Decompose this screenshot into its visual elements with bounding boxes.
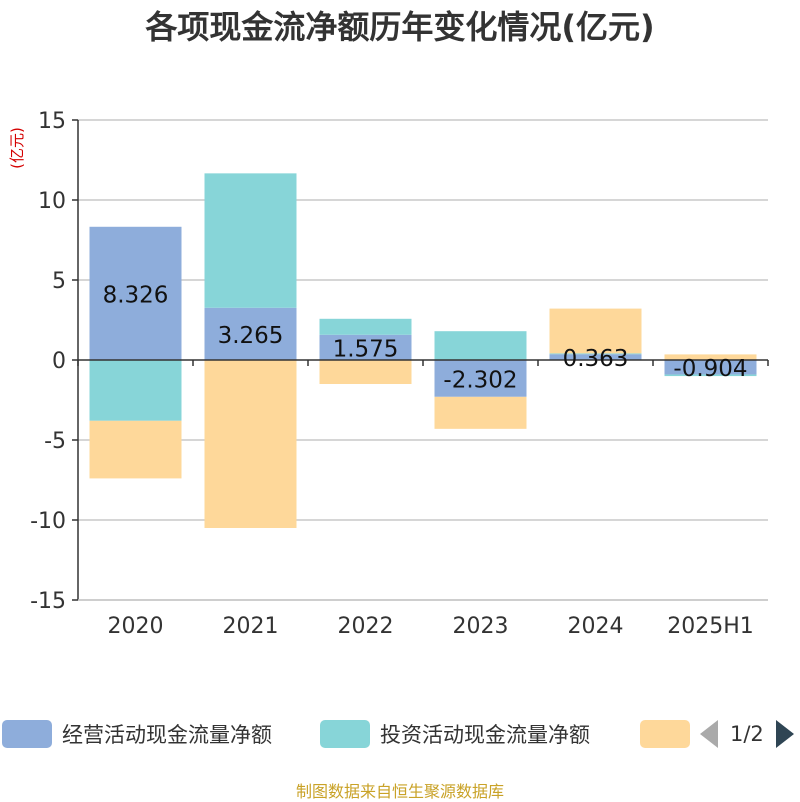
bar-series2-2021[interactable] [204,360,297,528]
data-label-2023: -2.302 [443,367,517,393]
data-labels: 8.326 3.265 1.575 -2.302 0.363 -0.904 [103,282,748,393]
x-tick-label: 2023 [453,614,509,639]
prev-page-icon[interactable] [700,720,718,748]
legend-pager: 1/2 [700,716,794,752]
next-page-icon[interactable] [775,720,794,748]
bars [89,173,757,528]
y-tick-label: 15 [38,109,66,134]
x-tick-label: 2021 [223,614,279,639]
bar-series1-2025H1[interactable] [664,374,757,377]
bar-series2-2023[interactable] [434,396,527,429]
legend-swatch-investing [320,720,370,748]
data-label-2022: 1.575 [333,336,399,362]
x-tick-label: 2025H1 [667,614,754,639]
legend-swatch-third [640,720,690,748]
bar-series1-2021[interactable] [204,173,297,308]
y-tick-label: 5 [52,269,66,294]
y-tick-label: 10 [38,189,66,214]
bar-series2-2024[interactable] [549,308,642,354]
x-tick-label: 2020 [108,614,164,639]
bar-series0-2022[interactable] [319,334,412,360]
bar-series0-2021[interactable] [204,307,297,360]
axes: 15 10 5 0 -5 -10 -15 2020 2021 2022 2023 2024 2025H1… [8,109,769,639]
bar-series1-2020[interactable] [89,360,182,421]
source-note: 制图数据来自恒生聚源数据库 [295,782,504,801]
data-label-2024: 0.363 [563,346,629,372]
bar-series2-2020[interactable] [89,420,182,479]
data-label-2021: 3.265 [218,323,284,349]
bar-series1-2023[interactable] [434,331,527,360]
bar-series0-2025H1[interactable] [664,360,757,375]
legend-label-operating: 经营活动现金流量净额 [62,723,272,747]
bar-series2-2022[interactable] [319,360,412,384]
data-label-2025H1: -0.904 [673,356,747,382]
y-tick-label: -5 [44,429,66,454]
x-tick-label: 2022 [338,614,394,639]
legend-swatch-operating [2,720,52,748]
data-label-2020: 8.326 [103,282,169,308]
bar-series0-2024[interactable] [549,354,642,360]
legend: 经营活动现金流量净额 投资活动现金流量净额 1/2 [0,716,800,752]
x-tick-label: 2024 [568,614,624,639]
bar-series0-2023[interactable] [434,360,527,397]
bar-series1-2022[interactable] [319,318,412,335]
chart-title: 各项现金流净额历年变化情况(亿元) [145,8,655,46]
legend-page-indicator: 1/2 [730,722,764,746]
y-axis-label: (亿元) [8,127,26,169]
bar-series2-2025H1[interactable] [664,354,757,360]
legend-item-third[interactable] [640,716,690,752]
bar-series1-2024[interactable] [549,353,642,355]
bar-series0-2020[interactable] [89,226,182,360]
y-tick-label: -10 [30,509,66,534]
legend-label-investing: 投资活动现金流量净额 [380,723,590,747]
legend-item-operating[interactable]: 经营活动现金流量净额 [2,716,272,752]
y-tick-label: -15 [30,589,66,614]
y-tick-label: 0 [52,349,66,374]
chart-canvas: 15 10 5 0 -5 -10 -15 2020 2021 2022 2023 2024 2025H1… [8,109,769,639]
legend-item-investing[interactable]: 投资活动现金流量净额 [320,716,590,752]
